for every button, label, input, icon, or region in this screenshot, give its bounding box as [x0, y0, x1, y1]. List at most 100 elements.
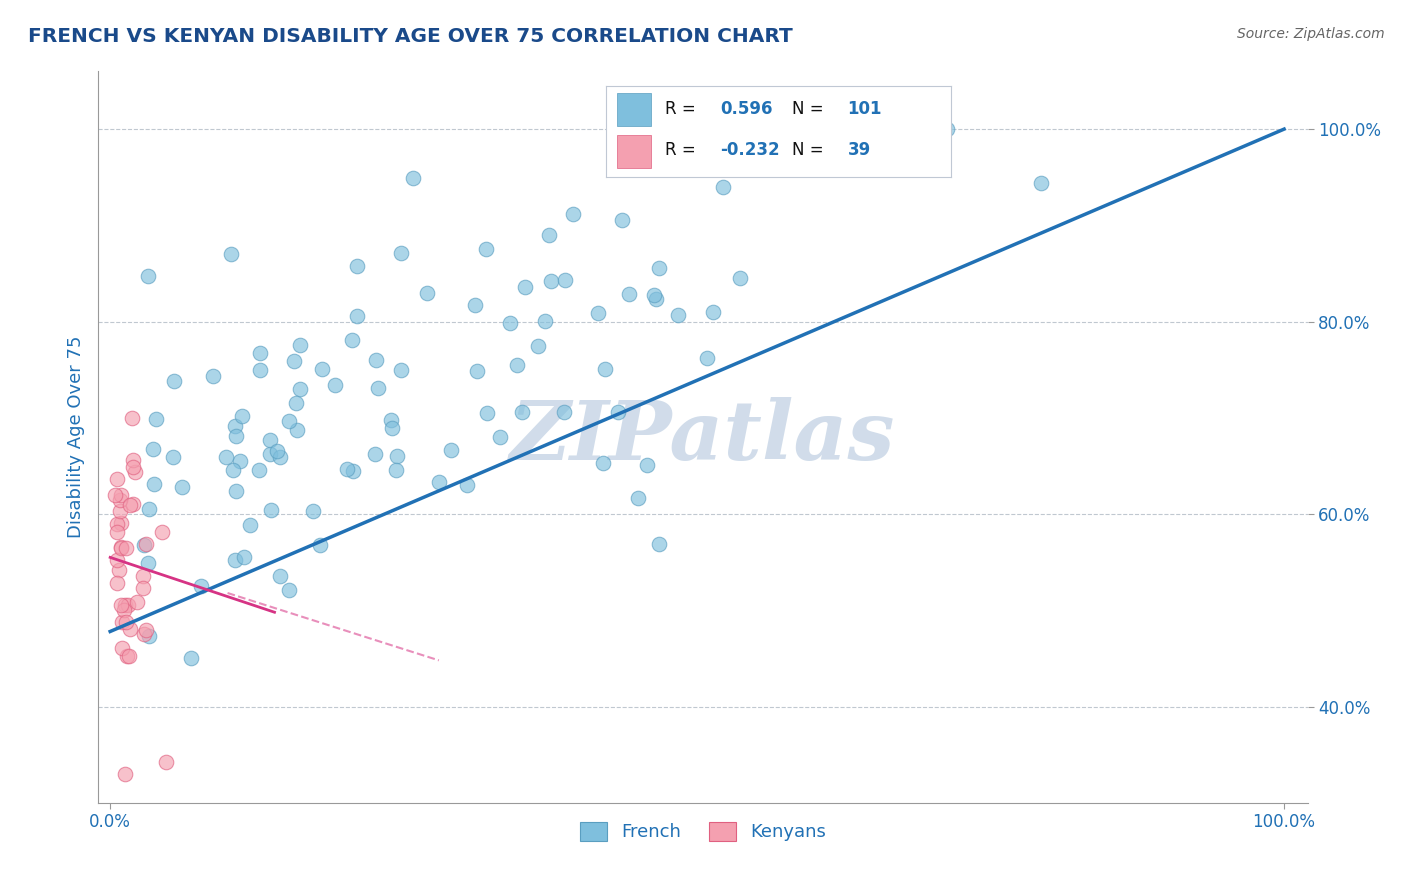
Point	[105, 576, 128, 591]
Point	[617, 286, 640, 301]
Point	[110, 540, 132, 554]
Point	[110, 541, 132, 555]
Point	[105, 516, 128, 531]
Point	[229, 454, 252, 468]
Point	[440, 442, 463, 457]
Point	[150, 524, 173, 539]
Point	[225, 483, 247, 498]
Point	[120, 622, 142, 636]
Point	[416, 285, 439, 300]
Point	[477, 406, 499, 420]
Point	[346, 309, 368, 323]
Point	[666, 309, 689, 323]
Point	[180, 651, 202, 665]
Point	[285, 395, 308, 409]
Point	[592, 456, 614, 470]
Point	[138, 269, 160, 284]
Point	[283, 353, 305, 368]
Point	[606, 405, 628, 419]
Point	[231, 409, 253, 423]
Point	[170, 480, 193, 494]
Point	[285, 424, 308, 438]
Point	[301, 504, 323, 518]
Point	[534, 313, 557, 327]
Point	[124, 465, 146, 479]
Point	[636, 458, 658, 472]
Point	[105, 472, 128, 486]
Point	[201, 368, 224, 383]
Point	[702, 305, 724, 319]
Point	[222, 463, 245, 477]
Point	[118, 648, 141, 663]
Point	[132, 626, 155, 640]
Point	[155, 755, 177, 769]
Point	[108, 563, 131, 577]
Point	[110, 598, 132, 612]
Point	[121, 460, 143, 475]
Point	[110, 488, 132, 502]
Point	[499, 316, 522, 330]
Point	[117, 649, 139, 664]
Point	[224, 418, 246, 433]
Point	[239, 518, 262, 533]
Point	[247, 463, 270, 477]
Point	[1029, 176, 1052, 190]
Point	[269, 569, 291, 583]
Point	[108, 493, 131, 508]
Point	[278, 582, 301, 597]
Point	[527, 339, 550, 353]
Point	[346, 260, 368, 274]
Point	[219, 247, 242, 261]
Point	[131, 569, 153, 583]
Point	[586, 306, 609, 320]
Point	[269, 450, 291, 464]
Point	[104, 488, 127, 502]
Point	[111, 641, 134, 656]
Point	[266, 444, 288, 458]
Text: FRENCH VS KENYAN DISABILITY AGE OVER 75 CORRELATION CHART: FRENCH VS KENYAN DISABILITY AGE OVER 75 …	[28, 27, 793, 45]
Point	[510, 405, 533, 419]
Point	[142, 442, 165, 456]
Point	[380, 413, 402, 427]
Point	[120, 499, 142, 513]
Point	[311, 362, 333, 376]
Point	[505, 359, 527, 373]
Point	[488, 430, 510, 444]
Y-axis label: Disability Age Over 75: Disability Age Over 75	[66, 335, 84, 539]
Point	[464, 298, 486, 312]
Point	[627, 491, 650, 506]
Point	[537, 227, 560, 242]
Point	[427, 475, 450, 489]
Point	[288, 338, 311, 352]
Point	[249, 346, 271, 360]
Point	[696, 351, 718, 365]
Point	[380, 421, 402, 435]
Point	[456, 478, 478, 492]
Point	[114, 767, 136, 781]
Point	[127, 594, 149, 608]
Point	[389, 363, 412, 377]
Point	[117, 598, 139, 612]
Point	[278, 414, 301, 428]
Point	[540, 274, 562, 288]
Point	[115, 541, 138, 555]
Point	[728, 271, 751, 285]
Text: Source: ZipAtlas.com: Source: ZipAtlas.com	[1237, 27, 1385, 41]
Point	[111, 615, 134, 630]
Point	[402, 171, 425, 186]
Point	[190, 579, 212, 593]
Point	[655, 154, 678, 169]
Point	[935, 122, 957, 136]
Point	[138, 629, 160, 643]
Point	[553, 405, 575, 419]
Point	[387, 449, 409, 463]
Point	[513, 279, 536, 293]
Point	[215, 450, 238, 465]
Point	[105, 553, 128, 567]
Point	[224, 553, 246, 567]
Point	[323, 378, 346, 392]
Point	[114, 598, 136, 612]
Point	[364, 447, 387, 461]
Point	[309, 538, 332, 552]
Point	[112, 603, 135, 617]
